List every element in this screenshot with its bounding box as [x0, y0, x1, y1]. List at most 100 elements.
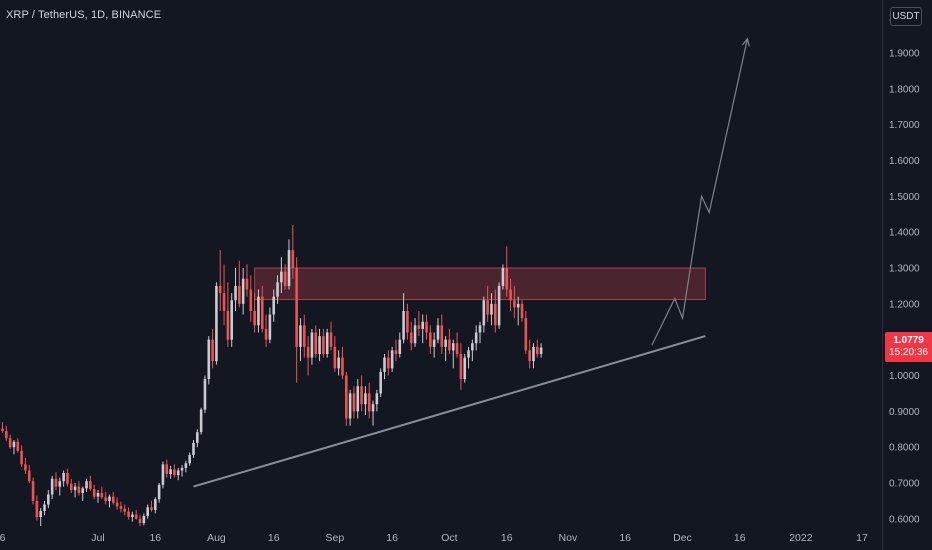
candle [444, 336, 447, 362]
candle [509, 278, 512, 311]
candle-body [16, 441, 20, 451]
candle [367, 382, 371, 419]
candle [516, 296, 520, 326]
candle-body [234, 285, 237, 301]
candle-body [111, 496, 115, 503]
candle [406, 303, 409, 340]
candle-body [409, 332, 413, 344]
candle [43, 500, 46, 516]
price-axis[interactable]: 0.60000.70000.80000.90001.00001.10001.20… [889, 13, 920, 526]
candle-body [367, 393, 371, 412]
candle [115, 497, 119, 510]
candle [215, 282, 218, 365]
price-tick-label: 0.7000 [889, 479, 920, 490]
candle-body [47, 494, 50, 505]
candle-body [188, 455, 191, 464]
candle-body [180, 467, 184, 471]
candle-body [123, 508, 127, 512]
last-price-value: 1.0779 [893, 335, 924, 346]
plot-area[interactable] [1, 225, 706, 526]
candle-body [249, 289, 253, 311]
candle [31, 477, 35, 505]
candle [1, 422, 4, 433]
candle [325, 328, 329, 358]
chart-overlays[interactable] [193, 37, 750, 488]
candle [192, 440, 195, 458]
candle-body [524, 318, 528, 351]
candle [211, 328, 214, 369]
time-tick-label: 6 [0, 532, 6, 544]
candle-body [528, 350, 531, 362]
candle [218, 250, 222, 311]
candle-body [417, 325, 421, 329]
candle-body [383, 357, 386, 372]
candle-body [429, 332, 432, 347]
candle [524, 311, 528, 354]
candle-body [134, 514, 138, 519]
candle-body [146, 507, 149, 516]
price-tick-label: 1.5000 [889, 192, 920, 203]
candle-body [196, 432, 199, 443]
candle-body [333, 346, 337, 369]
candle-body [230, 300, 233, 340]
candle [268, 307, 272, 344]
candle-body [119, 506, 123, 509]
price-axis-background [882, 0, 932, 550]
candle [264, 314, 268, 347]
candle [104, 491, 107, 505]
currency-unit-badge[interactable]: USDT [890, 7, 922, 26]
time-tick-label: 16 [619, 532, 631, 544]
candle [146, 504, 149, 519]
candle [440, 314, 444, 354]
candle-body [238, 285, 241, 304]
candle [459, 343, 463, 390]
candle [96, 490, 100, 503]
candle-body [268, 314, 272, 340]
candle [157, 483, 161, 503]
candle [54, 472, 58, 491]
candle-body [85, 481, 88, 489]
symbol-title[interactable]: XRP / TetherUS, 1D, BINANCE [6, 9, 162, 21]
candle-body [310, 332, 314, 358]
candle-body [58, 481, 62, 487]
candle [493, 289, 497, 333]
candle-body [150, 507, 153, 510]
candle-body [325, 332, 329, 354]
candle-body [176, 470, 180, 476]
candle-body [20, 450, 23, 465]
candle-body [448, 339, 451, 351]
candle [226, 282, 230, 347]
candle [413, 318, 417, 347]
candle [5, 425, 8, 441]
candle-body [12, 441, 16, 448]
candle-body [165, 464, 169, 475]
candle [421, 314, 424, 344]
candle-body [352, 393, 356, 412]
candle-body [520, 303, 524, 319]
candle-body [96, 493, 100, 497]
candle-body [157, 484, 161, 500]
candle-body [154, 499, 157, 510]
candle-body [73, 486, 77, 491]
candle [280, 257, 283, 294]
candle-body [295, 268, 298, 347]
candle [501, 264, 505, 290]
candle-body [215, 285, 218, 362]
candle [436, 318, 440, 344]
candle-body [43, 504, 46, 511]
candle-body [207, 339, 211, 380]
time-axis[interactable]: 6 Jul 16 Aug 16 Sep 16 Oct 16 Nov 16 Dec 16 2022 17 [0, 532, 868, 544]
time-tick-label: 2022 [789, 532, 813, 544]
candle [100, 486, 104, 500]
candle [73, 483, 77, 498]
candle-body [471, 343, 474, 351]
candle-body [203, 379, 207, 410]
price-tick-label: 0.8000 [889, 443, 920, 454]
candle [463, 354, 467, 383]
time-tick-label: 16 [501, 532, 513, 544]
candle [169, 465, 172, 479]
candle [383, 354, 386, 380]
candle [417, 311, 421, 337]
candle [39, 508, 42, 526]
